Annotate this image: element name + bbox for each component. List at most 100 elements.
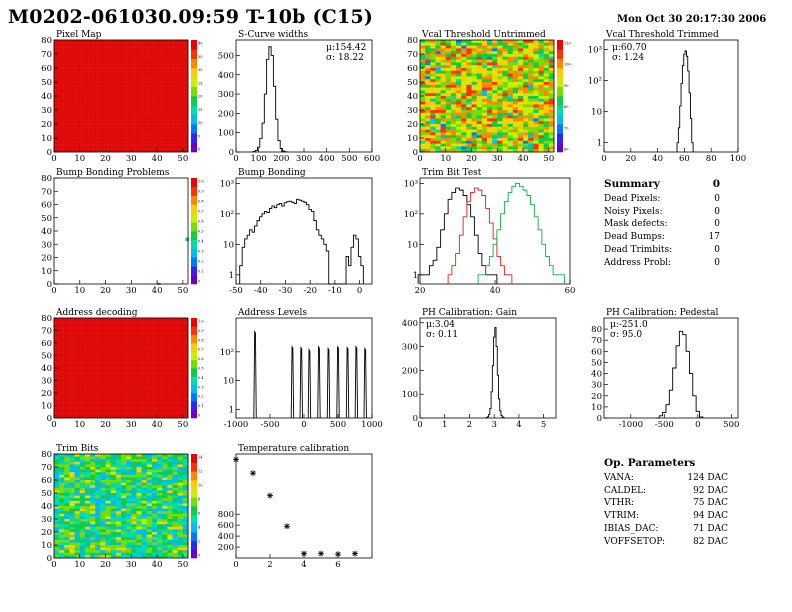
heatmap-cell: [497, 115, 503, 119]
heatmap-cell: [440, 65, 447, 69]
scatter-point: [318, 550, 324, 557]
heatmap-cell: [523, 143, 529, 147]
heatmap-cell: [481, 65, 488, 69]
palette-swatch: [557, 114, 563, 125]
heatmap-cell: [69, 477, 76, 481]
heatmap-cell: [476, 54, 483, 58]
heatmap-cell: [54, 545, 60, 548]
heatmap-cell: [512, 45, 519, 49]
heatmap-cell: [172, 461, 179, 465]
heatmap-cell: [162, 534, 168, 538]
heatmap-cell: [100, 547, 106, 551]
heatmap-cell: [533, 40, 539, 44]
heatmap-cell: [492, 138, 498, 142]
y-tick-label: 40: [41, 92, 52, 102]
heatmap-cell: [502, 135, 509, 139]
heatmap-cell: [456, 45, 462, 49]
heatmap-cell: [502, 126, 509, 130]
heatmap-cell: [466, 98, 472, 102]
heatmap-cell: [162, 555, 168, 559]
palette-label: 0.4: [198, 376, 204, 380]
heatmap-cell: [517, 115, 524, 119]
address-peak: [307, 347, 312, 419]
heatmap-cell: [115, 550, 122, 554]
heatmap-cell: [440, 51, 447, 55]
heatmap-cell: [502, 82, 509, 86]
heatmap-cell: [136, 545, 143, 548]
heatmap-cell: [105, 513, 112, 517]
heatmap-cell: [177, 552, 184, 556]
heatmap-cell: [131, 508, 137, 512]
heatmap-cell: [74, 495, 81, 499]
heatmap-cell: [146, 513, 153, 517]
heatmap-cell: [157, 534, 163, 538]
heatmap-cell: [497, 42, 503, 46]
heatmap-cell: [79, 539, 86, 543]
heatmap-cell: [487, 126, 493, 130]
heatmap-cell: [54, 532, 60, 535]
heatmap-cell: [84, 521, 91, 525]
heatmap-cell: [136, 503, 143, 507]
heatmap-cell: [543, 126, 550, 130]
heatmap-cell: [95, 459, 101, 463]
heatmap-cell: [502, 112, 509, 116]
heatmap-cell: [146, 516, 153, 520]
heatmap-cell: [481, 62, 488, 66]
heatmap-cell: [121, 506, 127, 509]
heatmap-cell: [182, 500, 189, 504]
heatmap-cell: [115, 456, 122, 460]
summary-row-label: Address Probl:: [604, 257, 672, 268]
heatmap-cell: [151, 521, 158, 525]
heatmap-cell: [59, 472, 65, 476]
heatmap-cell: [141, 477, 148, 481]
heatmap-cell: [512, 84, 519, 88]
palette-label: 0: [198, 554, 200, 558]
heatmap-cell: [497, 84, 503, 88]
heatmap-cell: [487, 70, 493, 74]
heatmap-cell: [461, 101, 467, 105]
heatmap-cell: [90, 537, 96, 541]
x-tick-label: 30: [126, 560, 137, 570]
heatmap-cell: [54, 519, 60, 522]
heatmap-cell: [115, 547, 122, 551]
heatmap-cell: [79, 500, 86, 504]
heatmap-cell: [548, 56, 555, 60]
heatmap-cell: [141, 508, 148, 512]
heatmap-cell: [507, 149, 514, 153]
heatmap-cell: [507, 76, 514, 80]
heatmap-cell: [157, 456, 163, 460]
y-tick-label: 60: [41, 64, 52, 74]
heatmap-cell: [105, 461, 112, 465]
heatmap-cell: [136, 524, 143, 528]
heatmap-cell: [59, 469, 65, 473]
heatmap-cell: [110, 493, 117, 496]
panel-trim-bits: Trim Bits 14 12 10 8 6 4 2 0 0 10 20 30 40 50 0 10 20 30 4…: [41, 444, 204, 570]
heatmap-cell: [456, 149, 462, 153]
stats-box: μ:60.70 σ: 1.24: [610, 42, 649, 64]
heatmap-cell: [538, 65, 545, 69]
x-tick-label: 20: [100, 286, 111, 296]
heatmap-cell: [450, 112, 457, 116]
y-tick-label: 10: [407, 134, 418, 144]
series-line-trim-bit-3: [477, 182, 565, 284]
heatmap-cell: [146, 495, 153, 499]
heatmap-cell: [466, 112, 472, 116]
heatmap-cell: [420, 82, 426, 86]
summary-row-value: 0: [714, 257, 720, 268]
heatmap-cell: [115, 542, 122, 546]
heatmap-cell: [507, 121, 514, 125]
y-tick-label: 70: [41, 463, 52, 473]
op-param-row: VTHR: 75 DAC: [604, 497, 728, 510]
heatmap-cell: [167, 508, 173, 512]
y-tick-label: 50: [41, 352, 52, 362]
y-tick-label: 10²: [220, 348, 234, 358]
series-line-trim-bit-1: [417, 187, 498, 284]
heatmap-cell: [146, 482, 153, 486]
palette-swatch: [191, 124, 197, 134]
y-tick-label: 70: [41, 327, 52, 337]
heatmap-cell: [528, 87, 534, 91]
heatmap-cell: [517, 118, 524, 122]
heatmap-cell: [151, 539, 158, 543]
heatmap-cell: [466, 42, 472, 46]
heatmap-cell: [105, 467, 112, 470]
